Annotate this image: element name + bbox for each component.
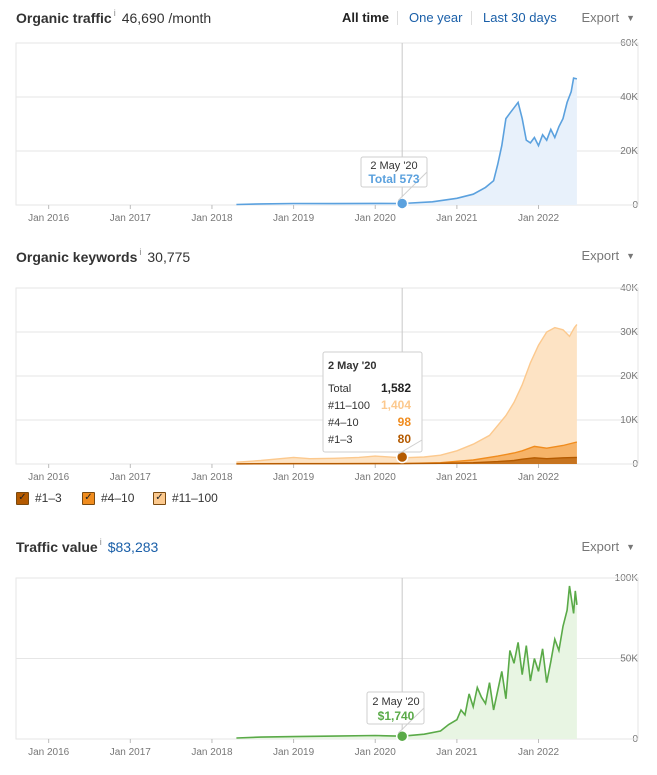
checkbox-checked-icon[interactable]: ✓ [82, 491, 95, 505]
highlight-point [395, 729, 409, 743]
tooltip-date: 2 May '20 [328, 360, 376, 372]
value-amount[interactable]: $83,283 [107, 539, 159, 555]
tooltip-row-value: 1,582 [381, 381, 411, 395]
tooltip-row-value: 1,404 [381, 398, 411, 412]
keywords-export-button[interactable]: Export ▼ [582, 246, 636, 266]
keywords-title: Organic keywords [16, 249, 138, 265]
x-tick-label: Jan 2020 [355, 472, 397, 483]
legend-label: #11–100 [172, 491, 218, 505]
keywords-1-3-line [236, 456, 577, 465]
value-line [236, 585, 578, 739]
x-tick-label: Jan 2017 [110, 747, 152, 758]
legend-item-4-10[interactable]: ✓ #4–10 [82, 491, 134, 505]
traffic-info-icon[interactable]: i [113, 8, 116, 18]
legend-item-11-100[interactable]: ✓ #11–100 [153, 491, 218, 505]
x-tick-label: Jan 2021 [436, 472, 478, 483]
x-tick-label: Jan 2017 [110, 213, 152, 224]
value-info-icon[interactable]: i [99, 537, 102, 547]
x-tick-label: Jan 2022 [518, 472, 560, 483]
value-header: Traffic value i $83,283 [16, 537, 158, 557]
caret-down-icon: ▼ [626, 13, 635, 23]
caret-down-icon: ▼ [626, 251, 635, 261]
x-tick-label: Jan 2021 [436, 213, 478, 224]
keywords-value: 30,775 [147, 249, 191, 265]
tooltip-row-value: 98 [398, 415, 412, 429]
y-tick-label: 20K [620, 146, 638, 157]
value-title: Traffic value [16, 539, 98, 555]
x-tick-label: Jan 2018 [191, 213, 233, 224]
export-label: Export [581, 539, 620, 554]
export-label: Export [581, 248, 620, 263]
x-tick-label: Jan 2018 [191, 472, 233, 483]
x-tick-label: Jan 2021 [436, 747, 478, 758]
toggle-last-30-days[interactable]: Last 30 days [483, 10, 557, 25]
x-tick-label: Jan 2020 [355, 213, 397, 224]
y-tick-label: 50K [620, 654, 638, 665]
legend-item-1-3[interactable]: ✓ #1–3 [16, 491, 62, 505]
toggle-one-year[interactable]: One year [409, 10, 463, 25]
tooltip-pointer [397, 171, 428, 201]
tooltip-row-value: 80 [398, 432, 412, 446]
tooltip-date: 2 May '20 [372, 696, 419, 708]
tooltip-total: $1,740 [378, 709, 415, 723]
checkbox-checked-icon[interactable]: ✓ [153, 491, 166, 505]
tooltip-pointer [397, 707, 425, 734]
x-tick-label: Jan 2016 [28, 213, 70, 224]
caret-down-icon: ▼ [626, 542, 635, 552]
x-tick-label: Jan 2019 [273, 472, 315, 483]
tooltip-row-name: Total [328, 383, 351, 395]
traffic-area [236, 78, 577, 205]
x-tick-label: Jan 2020 [355, 747, 397, 758]
traffic-value: 46,690 /month [121, 10, 212, 26]
tooltip-date: 2 May '20 [370, 160, 417, 172]
x-tick-label: Jan 2019 [273, 213, 315, 224]
tooltip-row-name: #4–10 [328, 417, 359, 429]
toggle-all-time[interactable]: All time [342, 10, 389, 25]
value-export-button[interactable]: Export ▼ [582, 537, 636, 557]
y-tick-label: 40K [620, 92, 638, 103]
checkbox-checked-icon[interactable]: ✓ [16, 491, 29, 505]
x-tick-label: Jan 2022 [518, 213, 560, 224]
tooltip-total: Total 573 [368, 172, 419, 186]
legend-label: #4–10 [101, 491, 135, 505]
y-tick-label: 30K [620, 327, 638, 338]
keywords-header: Organic keywords i 30,775 [16, 247, 190, 267]
highlight-point [395, 197, 409, 210]
tooltip-row-name: #1–3 [328, 434, 352, 446]
tooltip-row-name: #11–100 [328, 400, 370, 412]
traffic-header: Organic traffic i 46,690 /month [16, 8, 211, 28]
toggle-divider [397, 11, 398, 25]
x-tick-label: Jan 2022 [518, 747, 560, 758]
tooltip-pointer [397, 439, 423, 455]
keywords-4-10-area [236, 442, 577, 464]
x-tick-label: Jan 2019 [273, 747, 315, 758]
x-tick-label: Jan 2017 [110, 472, 152, 483]
legend-label: #1–3 [35, 491, 62, 505]
x-tick-label: Jan 2016 [28, 472, 70, 483]
tooltip-box [322, 351, 423, 453]
traffic-title: Organic traffic [16, 10, 112, 26]
traffic-export-button[interactable]: Export ▼ [582, 8, 636, 28]
y-tick-label: 10K [620, 415, 638, 426]
x-tick-label: Jan 2016 [28, 747, 70, 758]
y-tick-label: 20K [620, 371, 638, 382]
keywords-11-100-line [236, 324, 578, 463]
keywords-info-icon[interactable]: i [139, 247, 142, 257]
x-tick-label: Jan 2018 [191, 747, 233, 758]
export-label: Export [581, 10, 620, 25]
toggle-divider [471, 11, 472, 25]
